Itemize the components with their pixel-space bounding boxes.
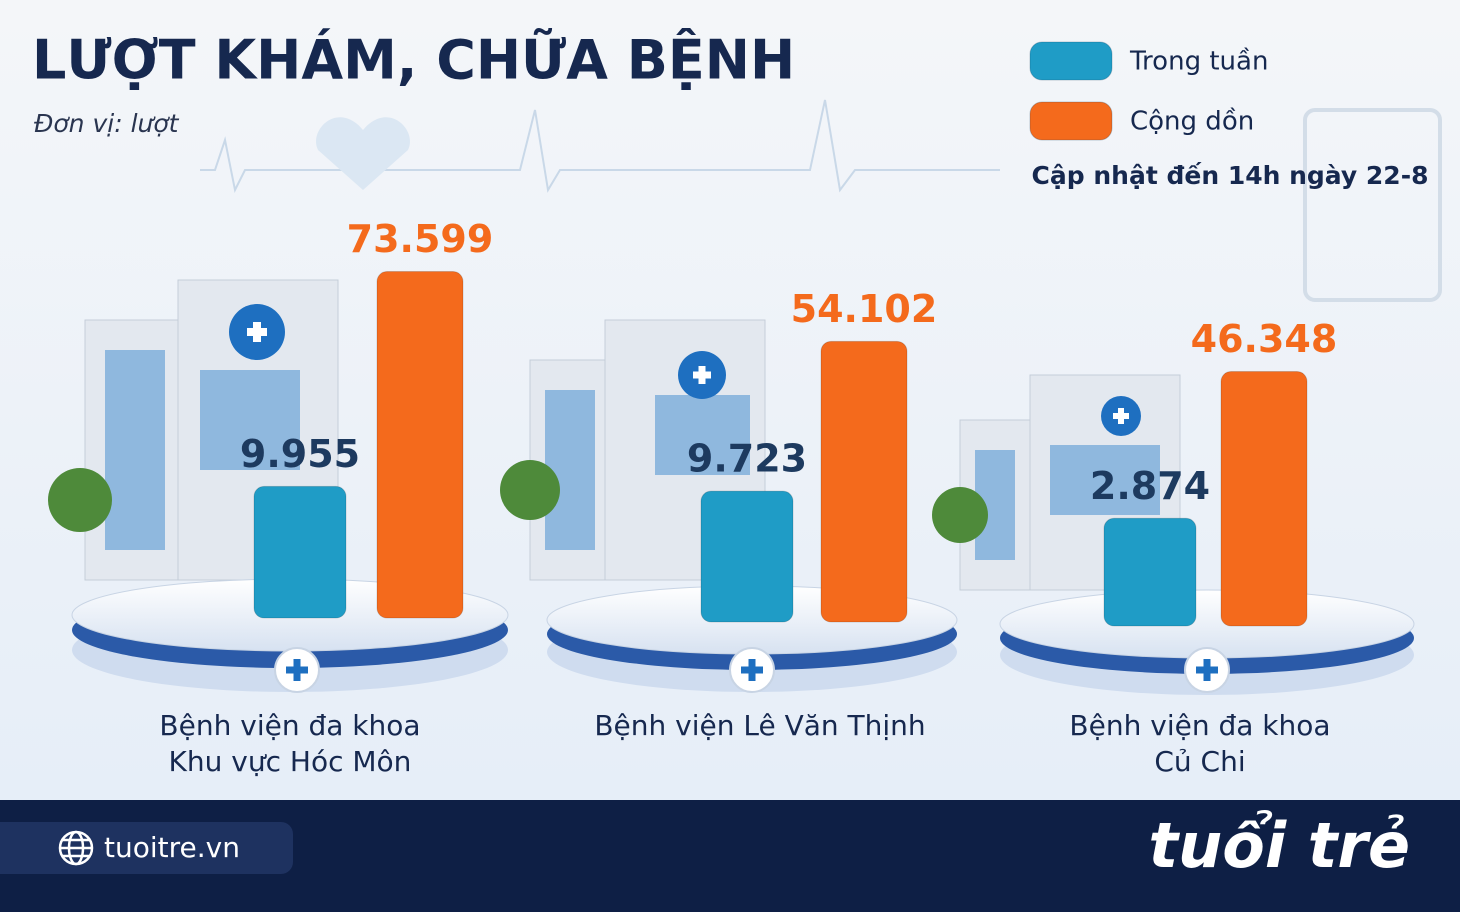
bar <box>700 490 794 623</box>
pulse-line <box>200 99 1000 194</box>
bar <box>253 485 347 619</box>
legend-swatch <box>1029 101 1113 141</box>
value-label: 73.599 <box>347 217 494 261</box>
clipboard-icon <box>1303 108 1442 302</box>
category-label: Bệnh viện Lê Văn Thịnh <box>594 709 926 742</box>
value-label: 54.102 <box>791 287 938 331</box>
hospital-sign <box>229 304 1141 436</box>
legend-swatch <box>1029 41 1113 81</box>
tree <box>48 460 988 543</box>
brand-logo: tuổi trẻ <box>1149 809 1410 882</box>
value-label: 46.348 <box>1191 317 1338 361</box>
value-label: 2.874 <box>1090 464 1210 508</box>
chart-subtitle: Đơn vị: lượt <box>34 109 180 138</box>
platform-badge <box>274 647 1230 693</box>
legend-label: Trong tuần <box>1129 47 1268 77</box>
category-label: Bệnh viện đa khoa Khu vực Hóc Môn <box>159 709 421 778</box>
value-label: 9.723 <box>687 437 807 481</box>
value-label: 9.955 <box>240 432 360 476</box>
website[interactable]: tuoitre.vn <box>104 831 240 864</box>
bar <box>1220 371 1308 627</box>
heart-icon <box>316 117 410 190</box>
globe-icon <box>58 830 94 866</box>
chart-title: LƯỢT KHÁM, CHỮA BỆNH <box>32 29 795 92</box>
legend-label: Cộng dồn <box>1130 107 1254 137</box>
category-label: Bệnh viện đa khoa Củ Chi <box>1069 709 1331 778</box>
update-note: Cập nhật đến 14h ngày 22-8 <box>1032 161 1429 190</box>
bar <box>820 340 908 623</box>
bar <box>1103 517 1197 627</box>
bar <box>376 271 464 619</box>
